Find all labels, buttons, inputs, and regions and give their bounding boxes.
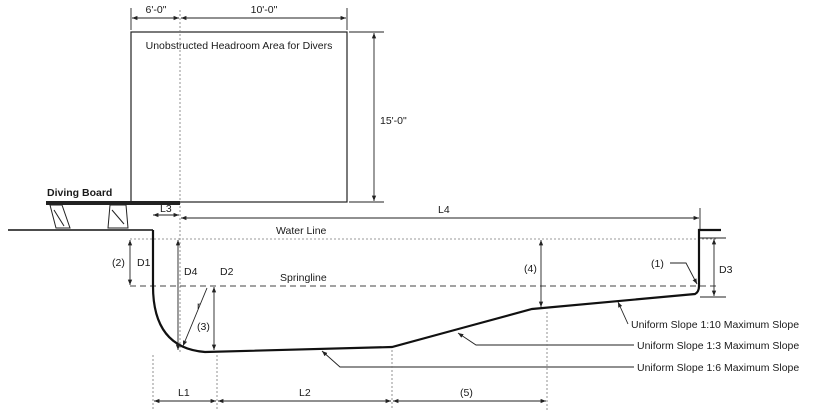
slope-6-label: Uniform Slope 1:6 Maximum Slope xyxy=(637,362,799,374)
d1-label: D1 xyxy=(137,257,151,269)
headroom-box xyxy=(130,31,348,203)
dim-6ft-label: 6'-0" xyxy=(146,4,167,16)
slope-10-leader xyxy=(617,301,629,325)
diving-board xyxy=(46,201,180,205)
note-5: (5) xyxy=(460,387,473,399)
l1-label: L1 xyxy=(178,387,190,399)
water-line-label: Water Line xyxy=(276,225,327,237)
slope-3-label: Uniform Slope 1:3 Maximum Slope xyxy=(637,340,799,352)
radius-r xyxy=(182,287,208,347)
note-3: (3) xyxy=(197,321,210,333)
dim-15ft-label: 15'-0" xyxy=(380,115,407,127)
note-1-leader xyxy=(670,262,698,285)
note-4: (4) xyxy=(524,263,537,275)
note-2: (2) xyxy=(112,257,125,269)
springline-label: Springline xyxy=(280,272,327,284)
dim-10ft-label: 10'-0" xyxy=(251,4,278,16)
r-label: r xyxy=(197,300,201,312)
note-1: (1) xyxy=(651,258,664,270)
headroom-label: Unobstructed Headroom Area for Divers xyxy=(146,40,333,52)
slope-3-leader xyxy=(457,332,634,346)
l2-label: L2 xyxy=(299,387,311,399)
d4-label: D4 xyxy=(184,266,198,278)
slope-10-label: Uniform Slope 1:10 Maximum Slope xyxy=(631,319,799,331)
slope-6-leader xyxy=(321,350,634,368)
pool-profile xyxy=(151,228,721,354)
d3-label: D3 xyxy=(719,264,733,276)
diving-board-label: Diving Board xyxy=(47,187,112,199)
board-support-left xyxy=(49,204,71,229)
board-support-right xyxy=(107,204,129,229)
d2-label: D2 xyxy=(220,266,234,278)
l3-label: L3 xyxy=(160,203,172,215)
l4-label: L4 xyxy=(438,204,450,216)
